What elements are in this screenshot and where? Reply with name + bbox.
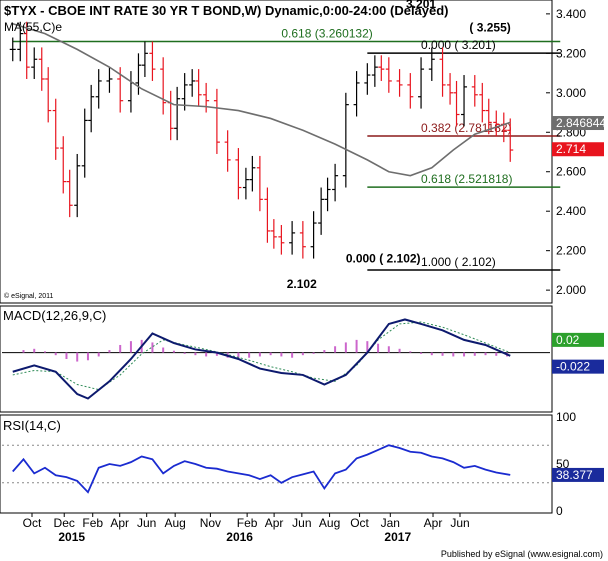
value-badge-label: 0.02 — [556, 333, 580, 347]
x-tick-label: Nov — [200, 516, 221, 530]
rsi-tick-label: 0 — [556, 504, 563, 518]
fib-level-label: 1.000 ( 2.102) — [421, 255, 496, 269]
value-badge — [552, 142, 604, 157]
value-badge-label: 2.846844 — [556, 116, 606, 130]
value-badge — [552, 359, 604, 374]
macd-label: MACD(12,26,9,C) — [3, 308, 106, 323]
macd-line — [12, 318, 511, 400]
price-annotation: 2.102 — [287, 277, 317, 291]
x-tick-label: Oct — [350, 516, 369, 530]
macd-signal-line — [12, 321, 511, 391]
x-tick-label: Jun — [450, 516, 469, 530]
x-tick-label: Jun — [137, 516, 156, 530]
axis-layer: 3.4003.2003.0002.8002.6002.4002.2002.000… — [23, 7, 607, 544]
price-tick-label: 3.000 — [556, 86, 586, 100]
x-tick-label: Oct — [23, 516, 42, 530]
x-tick-label: Aug — [319, 516, 340, 530]
moving-average-line — [12, 22, 511, 177]
copyright-label: © eSignal, 2011 — [4, 292, 54, 300]
rsi-panel — [0, 414, 553, 514]
value-badge-label: -0.022 — [556, 360, 590, 374]
x-tick-label: Apr — [110, 516, 129, 530]
price-tick-label: 2.400 — [556, 204, 586, 218]
value-badge — [552, 116, 604, 131]
grid-layer — [546, 13, 550, 291]
x-tick-label: Jan — [381, 516, 400, 530]
value-badge-label: 2.714 — [556, 142, 586, 156]
price-layer: 0.618 (3.260132) 0.000 ( 3.201) 0.382 (2.7… — [9, 0, 561, 291]
price-tick-label: 3.200 — [556, 46, 586, 60]
chart-title: $TYX - CBOE INT RATE 30 YR T BOND,W) Dyn… — [4, 3, 449, 18]
ma-label: MA(55,C)e — [4, 20, 62, 34]
price-tick-label: 3.400 — [556, 7, 586, 21]
x-tick-label: Apr — [265, 516, 284, 530]
price-annotation: 0.000 ( 2.102) — [346, 252, 421, 266]
fib-level-label: 0.618 (2.521818) — [421, 172, 512, 186]
fib-level-label: 0.382 (2.781182) — [421, 121, 512, 135]
rsi-tick-label: 100 — [556, 410, 576, 424]
price-tick-label: 2.000 — [556, 283, 586, 297]
price-tick-label: 2.200 — [556, 244, 586, 258]
x-tick-label: Feb — [82, 516, 103, 530]
price-annotation: 3.201 — [406, 0, 436, 11]
rsi-line — [12, 444, 511, 494]
price-tick-label: 2.600 — [556, 165, 586, 179]
rsi-tick-label: 50 — [556, 457, 570, 471]
x-tick-label: Aug — [164, 516, 185, 530]
macd-layer — [2, 318, 550, 400]
rsi-layer — [2, 444, 550, 494]
x-year-label: 2016 — [226, 530, 253, 544]
x-tick-label: Dec — [54, 516, 75, 530]
footer-text: Published by eSignal (www.esignal.com) — [441, 549, 603, 559]
x-tick-label: Apr — [424, 516, 443, 530]
value-badge-label: 38.377 — [556, 468, 593, 482]
fib-level-label: 0.000 ( 3.201) — [421, 38, 496, 52]
x-year-label: 2015 — [58, 530, 85, 544]
value-badge — [552, 467, 604, 482]
rsi-label: RSI(14,C) — [3, 418, 61, 433]
price-annotation: ( 3.255) — [469, 21, 510, 35]
price-panel — [0, 0, 553, 304]
fib-level-label: 0.618 (3.260132) — [281, 26, 372, 40]
value-badge — [552, 332, 604, 347]
x-tick-label: Jun — [292, 516, 311, 530]
x-year-label: 2017 — [384, 530, 411, 544]
x-tick-label: Feb — [237, 516, 258, 530]
footer-bar — [0, 546, 608, 561]
